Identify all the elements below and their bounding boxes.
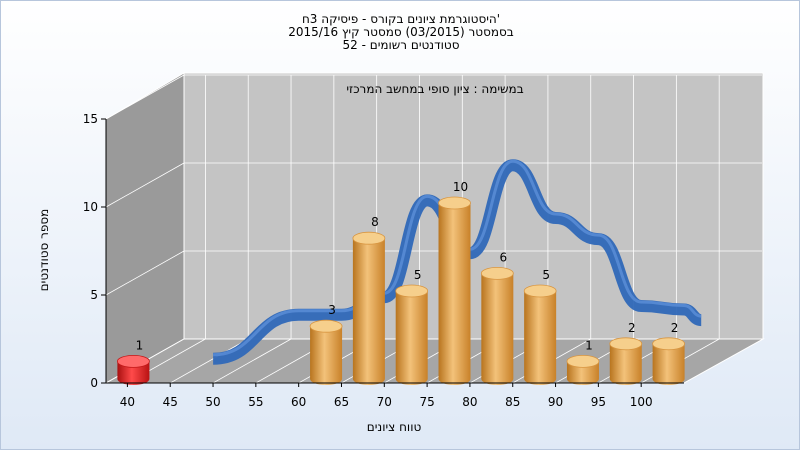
bar-value-label: 1 xyxy=(585,338,593,352)
bar: 2 xyxy=(609,321,643,385)
title-line-1: היסטוגרמת ציונים בקורס - פיסיקה 3ח' xyxy=(302,12,500,26)
bar: 1 xyxy=(117,338,150,385)
bars: 1 3 8 5 10 6 5 1 2 2 xyxy=(117,180,685,385)
bar-body xyxy=(352,238,385,385)
grid-line-floor xyxy=(170,338,249,384)
bar: 2 xyxy=(652,321,685,385)
bar-value-label: 1 xyxy=(136,338,144,352)
grid-line-side xyxy=(105,250,185,296)
y-tick-label: 15 xyxy=(83,112,98,126)
bar-top xyxy=(117,354,150,368)
bar-top xyxy=(480,266,514,280)
bar-top xyxy=(352,231,386,245)
bar: 3 xyxy=(309,303,343,385)
distribution-curve xyxy=(212,159,703,365)
bar-body xyxy=(438,203,471,385)
x-tick-label: 60 xyxy=(291,395,306,409)
plot-walls xyxy=(104,72,765,384)
grid-line-side xyxy=(105,162,185,208)
bar-value-label: 5 xyxy=(414,268,422,282)
y-tick-label: 10 xyxy=(83,200,98,214)
x-tick-label: 75 xyxy=(419,395,434,409)
bar-body xyxy=(481,273,514,385)
x-tick-label: 70 xyxy=(377,395,392,409)
title-line-3: סטודנטים רשומים - 52 xyxy=(342,38,459,52)
grid-line-side xyxy=(105,74,185,120)
grid-line-floor xyxy=(212,338,292,384)
bar-value-label: 2 xyxy=(671,321,679,335)
y-axis-title: מספר סטודנטים xyxy=(37,209,51,292)
bar-body xyxy=(652,343,685,385)
bar-value-label: 8 xyxy=(371,215,379,229)
x-tick-label: 100 xyxy=(630,395,653,409)
x-tick-label: 95 xyxy=(591,395,606,409)
x-ticks: 40 45 50 55 60 65 70 75 80 85 90 95 100 xyxy=(120,383,653,409)
bar-top xyxy=(652,337,685,351)
bar-value-label: 10 xyxy=(453,180,468,194)
bar-top xyxy=(609,337,643,351)
curve-highlight xyxy=(213,159,702,357)
axes xyxy=(105,119,684,384)
y-ticks: 0 5 10 15 xyxy=(83,112,106,390)
bar-body xyxy=(609,343,642,385)
bar-top xyxy=(566,354,600,368)
chart-annotation: במשימה : ציון סופי במחשב המרכזי xyxy=(346,82,523,96)
chart-title: היסטוגרמת ציונים בקורס - פיסיקה 3ח' בסמס… xyxy=(288,12,514,52)
left-wall xyxy=(105,72,185,384)
bar: 5 xyxy=(523,268,557,385)
bar: 5 xyxy=(395,268,429,385)
y-tick-label: 5 xyxy=(90,288,98,302)
bar-body xyxy=(117,361,150,385)
x-tick-label: 45 xyxy=(163,395,178,409)
x-tick-label: 50 xyxy=(205,395,220,409)
bar: 6 xyxy=(480,250,514,385)
x-tick-label: 80 xyxy=(462,395,477,409)
bar: 8 xyxy=(352,215,386,385)
bar-top xyxy=(309,319,343,333)
bar-value-label: 2 xyxy=(628,321,636,335)
bar-value-label: 6 xyxy=(500,250,508,264)
title-line-2: בסמסטר (03/2015) סמסטר קיץ 2015/16 xyxy=(288,25,514,39)
bar-value-label: 3 xyxy=(328,303,336,317)
x-tick-label: 85 xyxy=(505,395,520,409)
x-tick-label: 65 xyxy=(334,395,349,409)
y-tick-label: 0 xyxy=(90,376,98,390)
bar-top xyxy=(438,196,471,210)
bar: 10 xyxy=(438,180,471,385)
x-tick-label: 40 xyxy=(120,395,135,409)
bar-body xyxy=(524,291,557,385)
bar-top xyxy=(523,284,557,298)
x-tick-label: 55 xyxy=(248,395,263,409)
bar-body xyxy=(395,291,428,385)
bar-body xyxy=(566,361,599,385)
bar-value-label: 5 xyxy=(542,268,550,282)
x-tick-label: 90 xyxy=(548,395,563,409)
x-axis-title: טווח ציונים xyxy=(367,420,422,434)
bar-top xyxy=(395,284,429,298)
bar: 1 xyxy=(566,338,600,385)
bar-body xyxy=(310,326,343,385)
